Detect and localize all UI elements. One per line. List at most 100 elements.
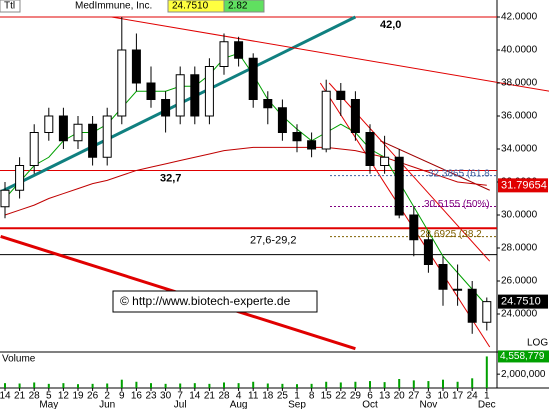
x-tick-label: 10 [437,391,449,402]
volume-bar [237,383,240,388]
y-tick-label: 42.0000 [501,12,538,23]
candle-body [131,49,141,84]
volume-bar [471,378,474,388]
volume-bar [281,383,284,388]
candle-body [467,288,477,323]
volume-bar [427,381,430,388]
trendline [319,82,491,348]
x-tick-label: 1 [484,391,490,402]
x-tick-label: 14 [0,391,11,402]
volume-bar [135,381,138,388]
price-marker-label: 31.79654 [501,179,547,191]
candle-body [394,156,404,216]
volume-marker-label: 4,558,779 [500,351,545,362]
candle-body [482,301,492,323]
last-price: 24.7510 [172,1,209,12]
x-tick-label: 14 [189,391,201,402]
x-tick-label: 25 [277,391,289,402]
y-tick-label: 26.0000 [501,276,538,287]
volume-bar [325,381,328,388]
volume-bar [4,383,6,388]
level-annotation: 32,7 [160,172,181,184]
x-tick-label: 7 [177,391,183,402]
x-tick-label: 21 [204,391,216,402]
volume-bar [383,382,386,388]
x-tick-label: 19 [72,391,84,402]
volume-bar [106,383,109,388]
candle-body [423,239,433,265]
candle-body [204,66,214,117]
x-tick-label: 11 [248,391,259,402]
candle-body [219,41,229,67]
x-tick-label: 5 [46,391,52,402]
x-tick-label: 28 [218,391,230,402]
candle-body [0,189,10,208]
volume-bar [91,383,94,388]
candle-body [307,140,317,150]
x-tick-label: 16 [131,391,143,402]
x-tick-label: 17 [452,391,464,402]
y-tick-label: 38.0000 [501,78,538,89]
volume-bar [296,384,298,388]
candle-body [438,264,448,290]
volume-marker [498,350,549,363]
volume-bar [369,381,371,388]
y-tick-label: 30.0000 [501,210,538,221]
volume-bar [310,383,313,388]
candle-body [248,57,258,100]
month-label: Jun [99,400,115,409]
candle-body [365,132,375,166]
volume-bar [398,379,401,388]
candle-body [88,123,98,158]
x-tick-label: 24 [467,391,479,402]
month-label: Aug [230,400,248,409]
candle-body [336,90,346,100]
x-tick-label: 12 [58,391,70,402]
month-label: Jul [174,400,187,409]
volume-bar [179,383,182,388]
candle-body [73,123,83,142]
x-tick-label: 29 [350,391,362,402]
volume-bar [412,380,415,388]
candle-body [409,214,419,241]
x-tick-label: 6 [367,391,373,402]
x-tick-label: 9 [119,391,125,402]
price-marker-label: 24.7510 [501,296,541,308]
x-tick-label: 18 [262,391,274,402]
candle-body [321,90,331,150]
volume-bar [223,382,225,388]
scale-note: LOG [527,338,548,349]
change: 2.82 [228,1,248,12]
x-tick-label: 2 [104,391,110,402]
company-name: MedImmune, Inc. [75,1,152,12]
candle-body [117,49,127,117]
volume-bar [164,383,167,388]
volume-bar [33,382,36,388]
volume-label: Volume [2,354,36,365]
x-tick-label: 20 [394,391,406,402]
candle-body [146,82,156,100]
volume-bar [456,381,459,388]
candle-body [234,41,244,59]
trendline [111,16,549,92]
candle-body [102,115,112,158]
month-label: May [39,400,58,409]
y-tick-label: 40.0000 [501,45,538,56]
volume-bar [62,383,65,388]
fib-label: 28.6925 (38.2 [420,229,482,240]
x-tick-label: 3 [426,391,432,402]
volume-bar [193,383,196,388]
y-tick-label: 34.0000 [501,144,538,155]
moving-average [4,52,488,307]
x-tick-label: 1 [294,391,300,402]
y-tick-label: 24.0000 [501,309,538,320]
volume-bar [18,383,21,388]
change-box [223,0,265,13]
candle-body [190,74,200,117]
volume-bar [150,383,152,388]
month-label: Nov [420,400,438,409]
volume-bar [208,383,211,388]
